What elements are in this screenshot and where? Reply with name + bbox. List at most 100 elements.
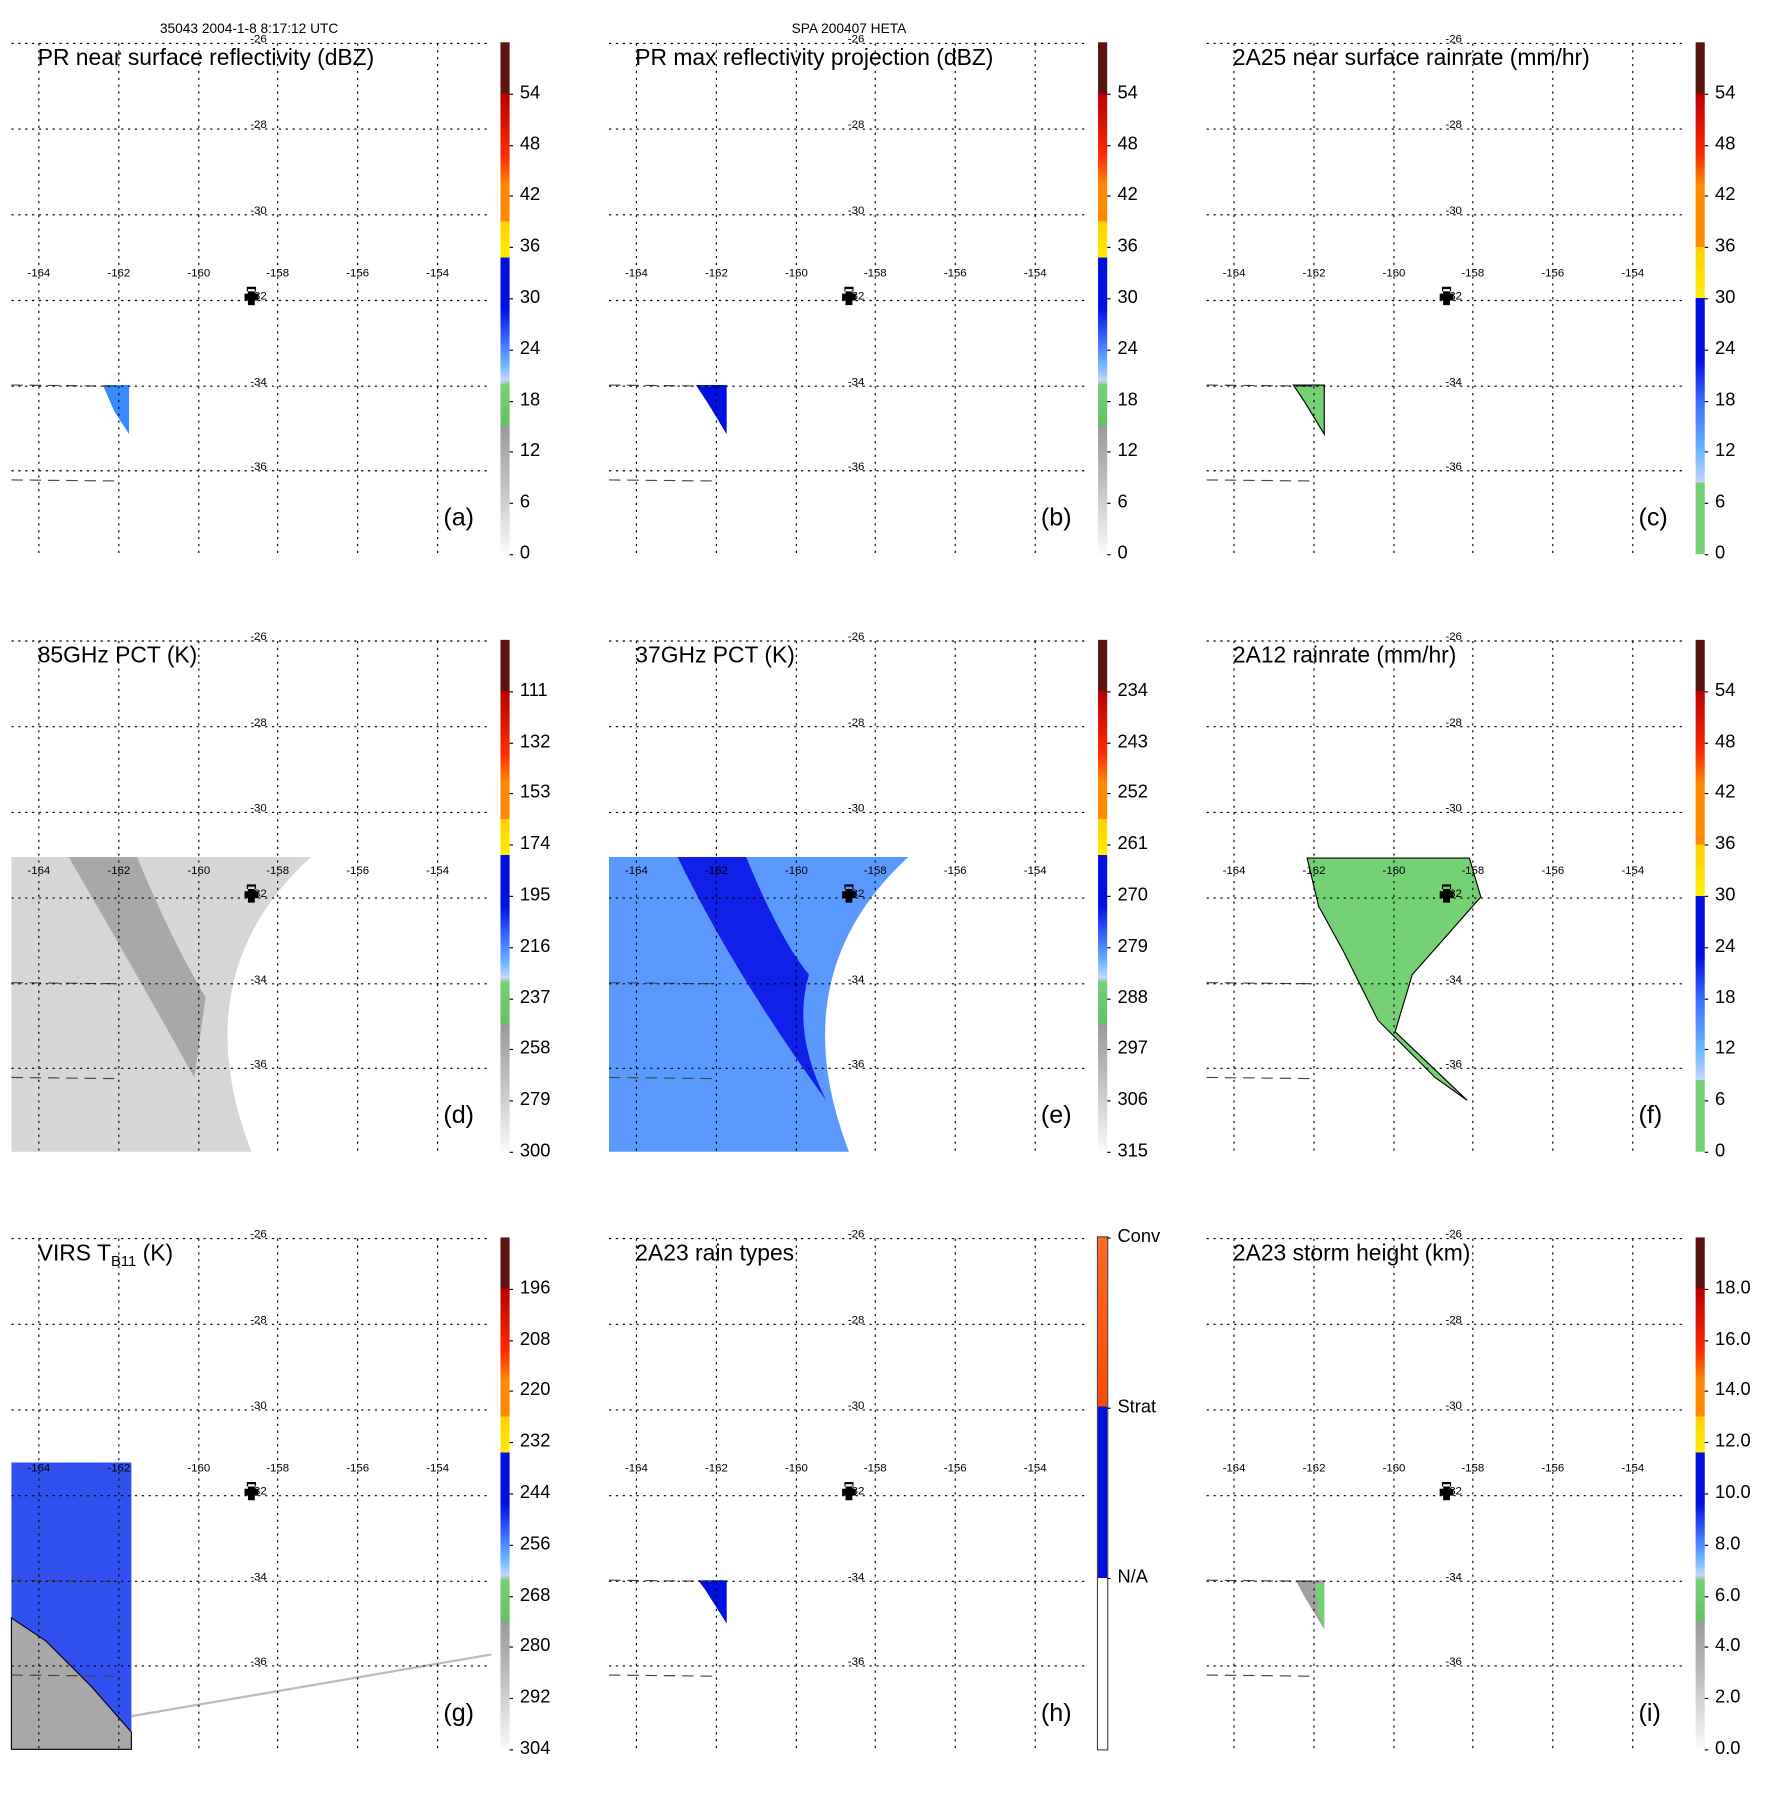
lon-label: -164 [624,1462,648,1476]
lat-label: -36 [250,1058,267,1071]
lat-label: -34 [1445,376,1462,389]
colorbar-tick-label: 306 [1107,1090,1148,1110]
colorbar-tick-label: 18 [1704,390,1736,410]
station-marker-icon [842,286,856,306]
lat-label: -34 [1445,1571,1462,1584]
lon-label: -162 [704,864,728,878]
lat-label: -32 [847,290,865,304]
map-d [11,640,492,1152]
lat-label: -30 [847,1399,865,1413]
lat-label: -26 [250,1228,267,1242]
lat-label: -30 [847,802,865,815]
lon-label: -158 [863,267,887,280]
colorbar [1695,1237,1705,1750]
lon-label: -156 [1541,1462,1565,1476]
colorbar-tick-label: 279 [509,1090,551,1110]
coastline [1206,1674,1316,1677]
colorbar-tick-label: 268 [509,1585,551,1605]
colorbar-tick-label: 54 [1704,83,1736,103]
lon-label: -156 [346,267,370,280]
colorbar-tick-label: 288 [1107,987,1148,1008]
colorbar [1098,639,1108,1152]
panel-title: 2A12 rainrate (mm/hr) [1233,643,1457,669]
lon-label: -160 [1382,1462,1406,1476]
colorbar-tick-label: 12.0 [1704,1431,1751,1452]
panel-title: VIRS TB11 (K) [38,1241,173,1270]
colorbar-tick-label: 18 [1107,390,1138,410]
lat-label: -26 [847,33,865,46]
colorbar-tick-label: 195 [509,885,551,905]
lat-label: -30 [250,204,267,218]
lon-label: -162 [107,1462,131,1476]
lon-label: -162 [107,864,131,878]
lat-label: -28 [1445,1314,1462,1327]
lon-label: -158 [1461,1462,1485,1476]
title-text: 37GHz PCT (K) [635,643,795,669]
colorbar-tick-label: 16.0 [1704,1329,1751,1349]
lat-label: -28 [250,119,267,132]
title-text: VIRS T [37,1240,111,1267]
colorbar-tick-label: 6 [1107,492,1128,513]
colorbar-tick-label: 14.0 [1704,1380,1751,1401]
panel-i: -26 -28 -30 -32 -34 -36 -164 -162 -160 -158 -156 -1… [1195,1195,1771,1793]
title-text: PR near surface reflectivity (dBZ) [37,45,375,71]
panel-title: 37GHz PCT (K) [635,643,795,669]
coastline [608,479,718,482]
colorbar-tick-label: 0.0 [1704,1739,1741,1759]
lon-label: -154 [426,267,450,280]
colorbar-tick-label: 292 [509,1687,551,1708]
lon-label: -156 [943,1462,967,1476]
lat-label: -32 [1445,290,1462,304]
panel-b: -26 -28 -30 -32 -34 -36 -164 -162 -160 -158 -156 -1… [598,0,1196,598]
lat-label: -36 [1445,1058,1462,1071]
lon-label: -160 [784,864,808,878]
colorbar-tick-label: 54 [1704,680,1736,701]
colorbar-tick-label: 36 [1107,236,1138,257]
colorbar-tick-label: 24 [1704,936,1736,957]
colorbar-tick-label: 261 [1107,834,1148,854]
colorbar-tick-label: 216 [509,936,551,957]
colorbar-tick-label: 243 [1107,731,1148,752]
colorbar-tick-label: 0 [509,543,531,564]
panel-c: -26 -28 -30 -32 -34 -36 -164 -162 -160 -158 -156 -1… [1195,0,1771,598]
lon-label: -164 [624,267,648,280]
colorbar-tick-label: 270 [1107,885,1148,905]
lat-label: -34 [250,1571,267,1584]
lon-label: -158 [266,267,290,280]
panel-a: -26 -28 -30 -32 -34 -36 -164 -162 -160 -158 -156 -1… [0,0,598,598]
panel-letter: (f) [1638,1100,1663,1129]
panel-title: 85GHz PCT (K) [38,643,198,669]
panel-letter: (e) [1040,1100,1072,1129]
colorbar-tick-label: 48 [1704,731,1736,752]
title-text: 85GHz PCT (K) [37,643,198,669]
lon-label: -156 [1541,267,1565,280]
colorbar-tick-label: Strat [1107,1397,1157,1417]
colorbar-tick-label: 132 [509,731,551,752]
colorbar-tick-label: 24 [1107,339,1138,359]
panel-g: -26 -28 -30 -32 -34 -36 -164 -162 -160 -158 -156 -1… [0,1195,598,1793]
panel-f: -26 -28 -30 -32 -34 -36 -164 -162 -160 -158 -156 -1… [1195,598,1771,1196]
panel-e: -26 -28 -30 -32 -34 -36 -164 -162 -160 -158 -156 -1… [598,598,1196,1196]
lon-label: -160 [187,1462,211,1476]
colorbar-tick-label: 18.0 [1704,1278,1751,1298]
colorbar-tick-label: 12 [1704,441,1736,461]
station-marker-icon [244,1481,259,1501]
lat-label: -30 [847,204,865,218]
lon-label: -162 [1302,267,1326,280]
colorbar-tick-label: 10.0 [1704,1483,1751,1503]
station-marker-icon [1439,286,1454,306]
lat-label: -36 [1445,1655,1462,1669]
lat-label: -26 [847,630,865,644]
lon-label: -158 [863,1462,887,1476]
colorbar-tick-label: 304 [509,1739,551,1759]
lat-label: -28 [250,716,267,730]
colorbar-tick-label: 234 [1107,680,1148,701]
title-text: 2A12 rainrate (mm/hr) [1232,643,1457,669]
lat-label: -28 [847,1314,865,1327]
colorbar-tick-label: 174 [509,834,551,854]
colorbar-tick-label: 0 [1704,1141,1726,1161]
lat-label: -36 [250,1655,267,1669]
station-marker-icon [1439,884,1454,903]
colorbar-tick-label: 6 [1704,1090,1726,1110]
colorbar-tick-label: 30 [1107,287,1138,308]
